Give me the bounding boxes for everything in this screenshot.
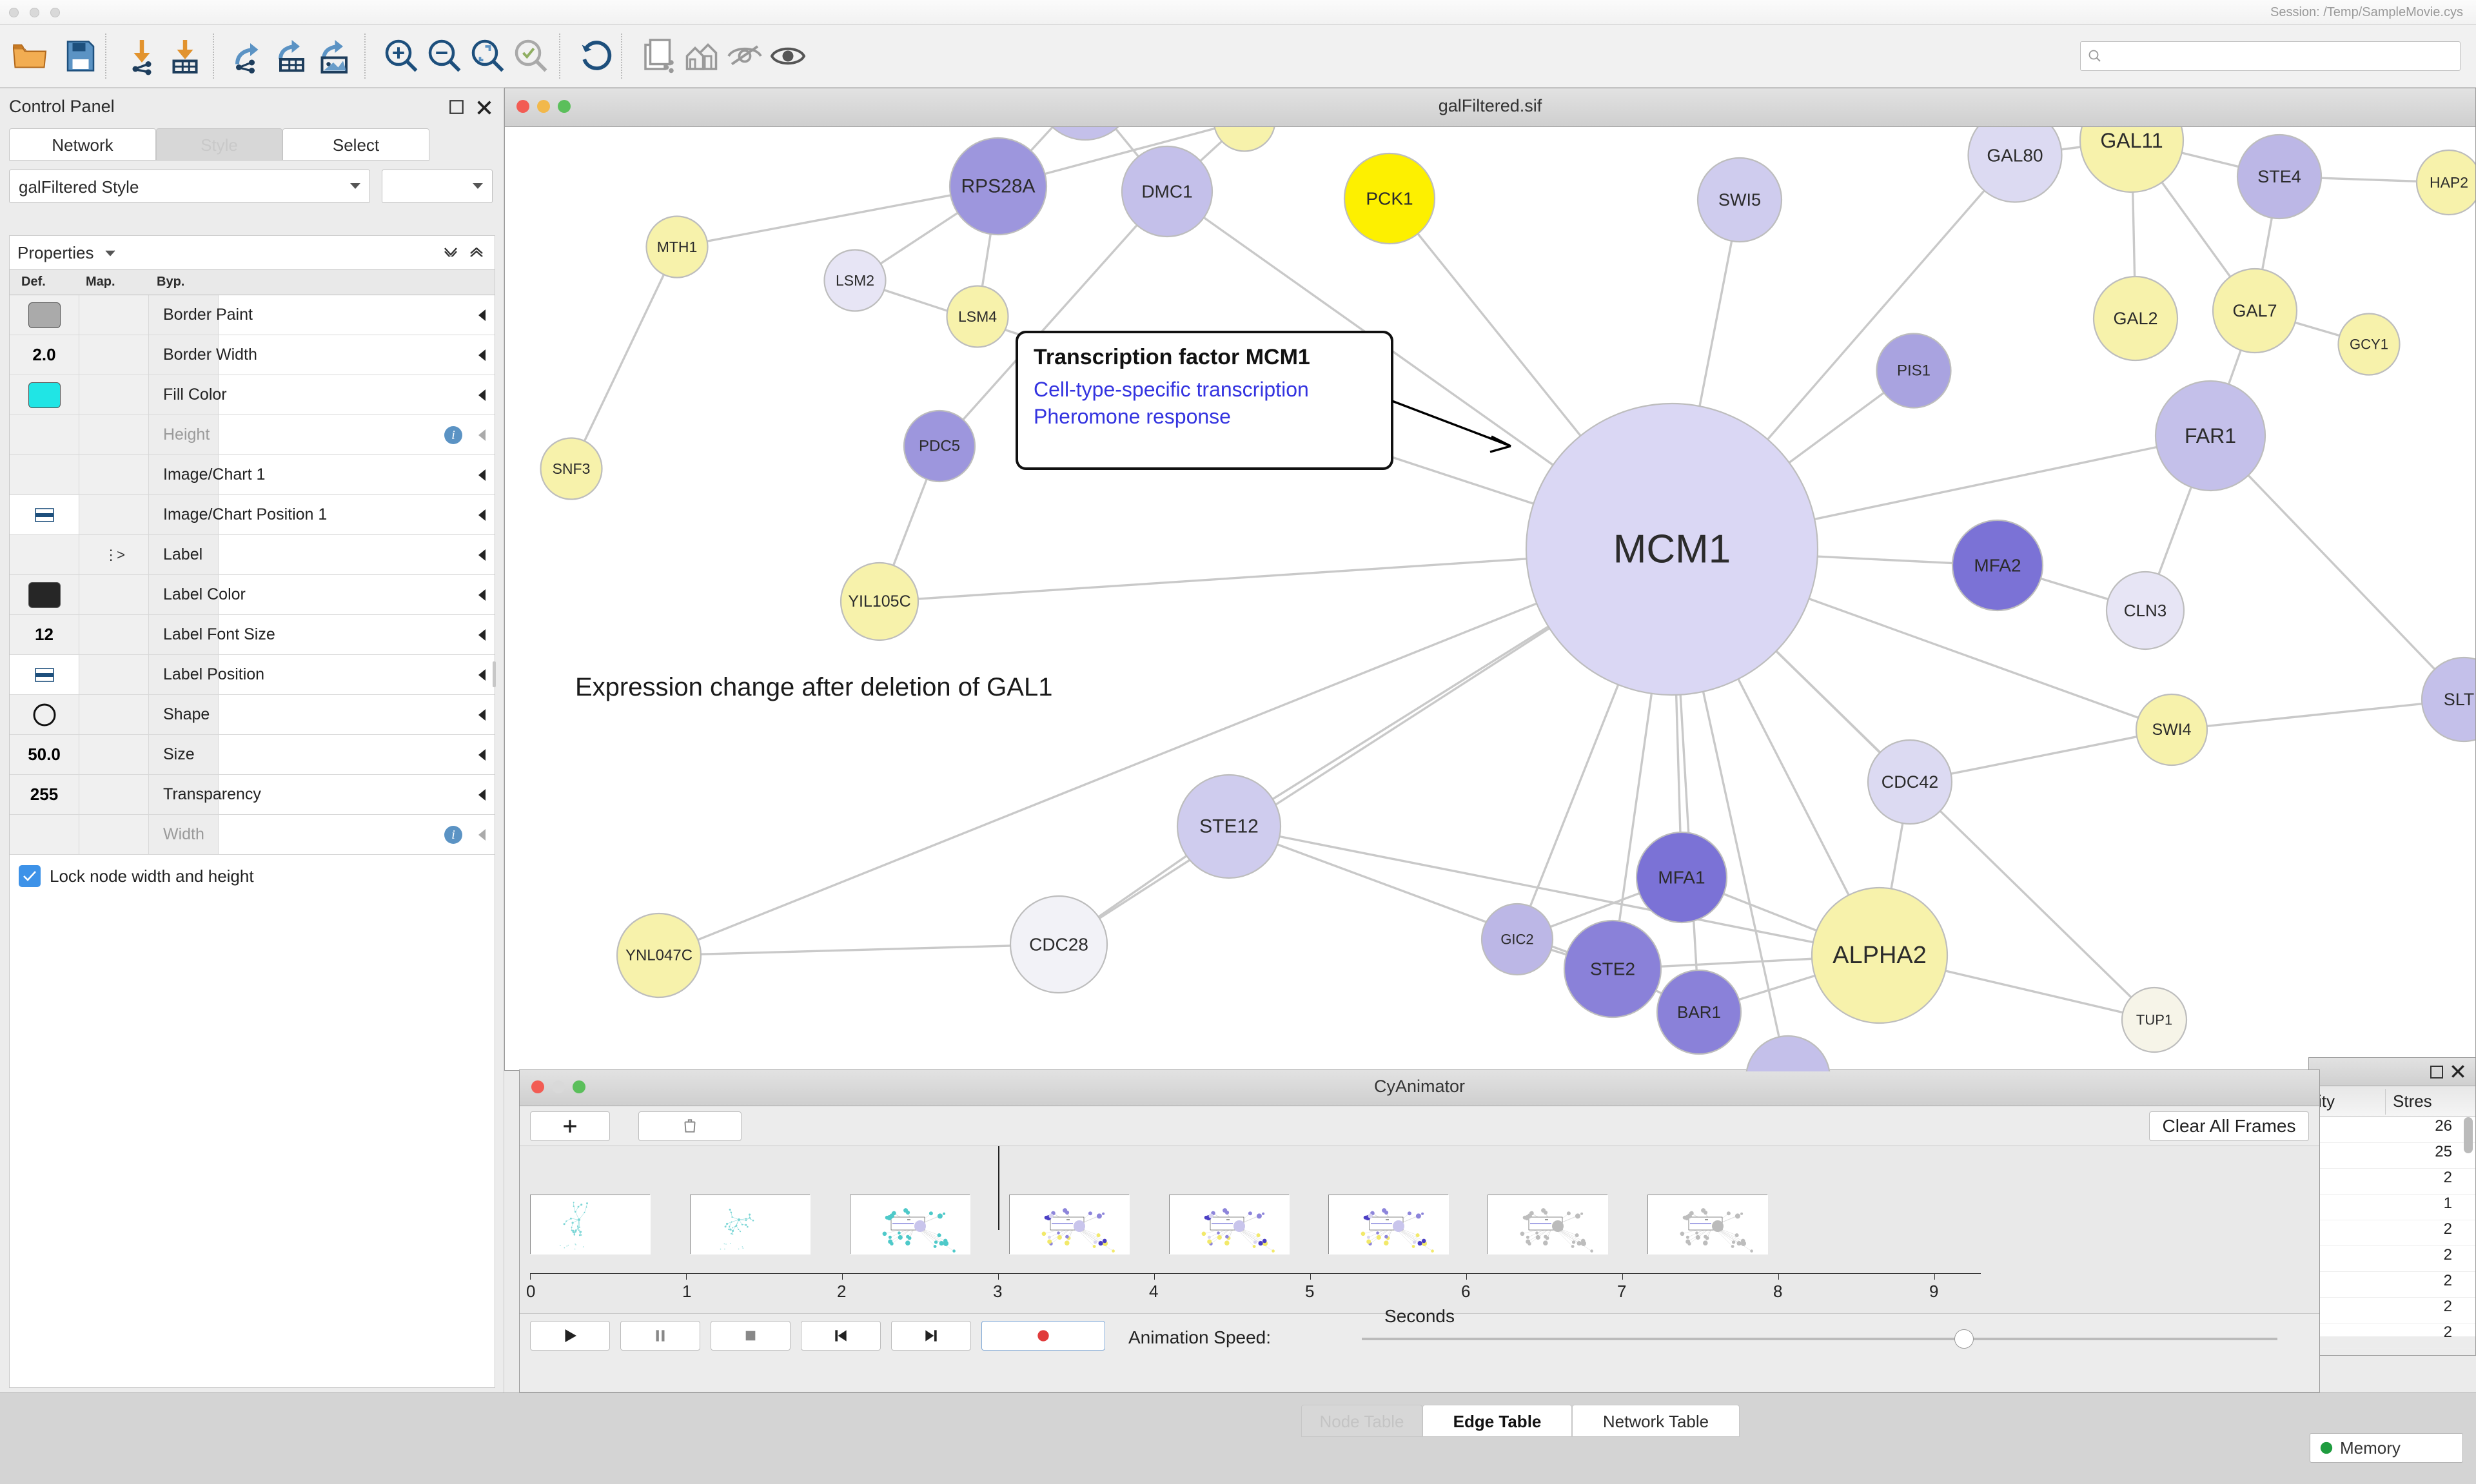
svg-text:GIC2: GIC2 bbox=[1500, 932, 1533, 948]
svg-text:MCM1: MCM1 bbox=[1613, 527, 1731, 572]
svg-text:SWI4: SWI4 bbox=[2152, 721, 2191, 739]
svg-text:LSM4: LSM4 bbox=[958, 308, 997, 325]
svg-text:GAL80: GAL80 bbox=[1987, 146, 2043, 166]
svg-text:FAR1: FAR1 bbox=[2185, 424, 2236, 447]
svg-text:MFA1: MFA1 bbox=[1658, 868, 1705, 888]
svg-text:GAL7: GAL7 bbox=[2232, 301, 2277, 320]
svg-text:STE4: STE4 bbox=[2257, 167, 2301, 186]
svg-text:MTH1: MTH1 bbox=[657, 239, 698, 255]
svg-text:STE2: STE2 bbox=[1590, 959, 1635, 979]
svg-text:BAR1: BAR1 bbox=[1677, 1002, 1721, 1022]
svg-text:GAL11: GAL11 bbox=[2100, 129, 2163, 152]
svg-text:PDC5: PDC5 bbox=[919, 438, 960, 455]
svg-text:YNL047C: YNL047C bbox=[625, 947, 693, 964]
svg-text:DCP1: DCP1 bbox=[1224, 127, 1264, 129]
svg-text:CDC42: CDC42 bbox=[1882, 772, 1939, 792]
svg-text:GCY1: GCY1 bbox=[2350, 337, 2388, 353]
svg-text:DMC1: DMC1 bbox=[1141, 182, 1192, 202]
svg-text:HAP2: HAP2 bbox=[2430, 174, 2468, 191]
svg-text:CLN3: CLN3 bbox=[2124, 601, 2166, 620]
svg-text:PCK1: PCK1 bbox=[1366, 189, 1413, 209]
svg-text:Pheromone response: Pheromone response bbox=[1034, 405, 1231, 428]
svg-text:Transcription factor MCM1: Transcription factor MCM1 bbox=[1034, 345, 1310, 369]
svg-text:LSM2: LSM2 bbox=[836, 272, 874, 289]
svg-text:Expression change after deleti: Expression change after deletion of GAL1 bbox=[575, 673, 1052, 701]
svg-text:BOT: BOT bbox=[1773, 1070, 1802, 1072]
svg-text:SNF3: SNF3 bbox=[553, 460, 591, 477]
svg-text:YIL105C: YIL105C bbox=[848, 592, 910, 610]
svg-text:GAL2: GAL2 bbox=[2113, 309, 2157, 328]
svg-text:ALPHA2: ALPHA2 bbox=[1832, 942, 1927, 969]
svg-text:PIS1: PIS1 bbox=[1897, 362, 1931, 380]
svg-text:MFA2: MFA2 bbox=[1974, 556, 2021, 576]
svg-text:RPS28A: RPS28A bbox=[961, 176, 1035, 197]
svg-text:Cell-type-specific transcripti: Cell-type-specific transcription bbox=[1034, 378, 1309, 401]
svg-text:CDC28: CDC28 bbox=[1029, 935, 1088, 955]
svg-text:STE12: STE12 bbox=[1199, 816, 1259, 837]
svg-text:TUP1: TUP1 bbox=[2136, 1012, 2172, 1028]
svg-text:SWI5: SWI5 bbox=[1718, 190, 1761, 210]
svg-text:SLT1: SLT1 bbox=[2444, 690, 2475, 709]
